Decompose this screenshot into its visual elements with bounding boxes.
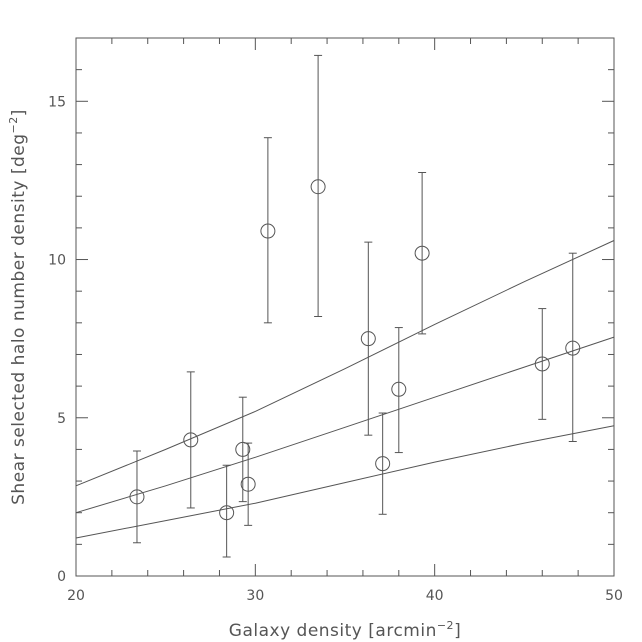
x-axis-title: Galaxy density [arcmin−2] <box>229 619 461 641</box>
data-point <box>360 331 376 347</box>
data-point <box>183 432 199 448</box>
model-line <box>75 425 615 539</box>
data-point <box>219 505 235 521</box>
y-tick-label: 10 <box>48 253 66 269</box>
data-point <box>310 179 326 195</box>
y-axis-title: Shear selected halo number density [deg−… <box>7 109 29 505</box>
data-point <box>565 340 581 356</box>
x-tick-label: 40 <box>426 588 444 604</box>
error-bars <box>132 54 577 558</box>
y-tick-label: 0 <box>57 569 66 585</box>
data-point <box>534 356 550 372</box>
data-point <box>240 476 256 492</box>
model-line <box>75 240 615 487</box>
data-points <box>129 179 581 521</box>
tick-labels: 20 30 40 50 0 5 10 15 <box>48 94 623 604</box>
x-tick-label: 50 <box>605 588 623 604</box>
data-point <box>391 381 407 397</box>
plot-frame <box>75 37 615 577</box>
data-point <box>235 441 251 457</box>
x-tick-label: 20 <box>67 588 85 604</box>
model-lines <box>75 240 615 539</box>
axis-ticks <box>75 37 615 577</box>
data-point <box>414 245 430 261</box>
data-point <box>260 223 276 239</box>
y-tick-label: 5 <box>57 411 66 427</box>
data-point <box>375 456 391 472</box>
data-point <box>129 489 145 505</box>
y-tick-label: 15 <box>48 94 66 110</box>
x-tick-label: 30 <box>246 588 264 604</box>
model-line <box>75 336 615 514</box>
